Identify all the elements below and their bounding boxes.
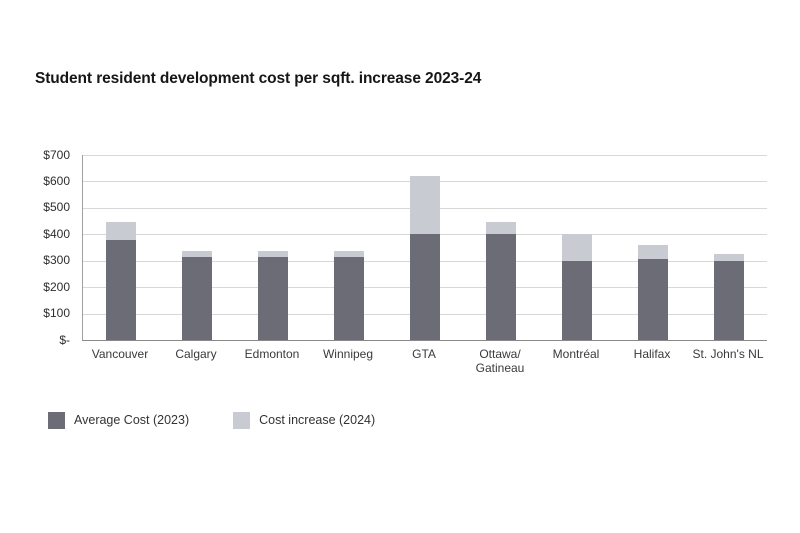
x-category-label: Halifax	[633, 347, 671, 361]
bar-segment-cost-increase-2024	[106, 222, 136, 240]
bar-segment-average-cost-2023	[486, 234, 516, 340]
bar-group-montr-al	[562, 234, 592, 340]
y-tick-label: $300	[43, 253, 70, 268]
bar-group-gta	[410, 176, 440, 340]
x-category-label: Montréal	[552, 347, 600, 361]
bar-segment-average-cost-2023	[714, 260, 744, 340]
y-tick-label: $100	[43, 306, 70, 321]
gridline	[83, 155, 767, 156]
x-category-label: Ottawa/ Gatineau	[475, 347, 525, 375]
bar-segment-cost-increase-2024	[714, 254, 744, 261]
legend: Average Cost (2023) Cost increase (2024)	[48, 412, 419, 429]
bar-segment-cost-increase-2024	[562, 234, 592, 261]
bar-segment-cost-increase-2024	[334, 251, 364, 257]
x-axis-labels: Vancouver Calgary Edmonton Winnipeg GTA Ottaw…	[82, 347, 766, 383]
legend-label: Cost increase (2024)	[259, 413, 376, 427]
x-category-label: Calgary	[175, 347, 217, 361]
bar-segment-average-cost-2023	[106, 239, 136, 340]
x-category-label: GTA	[412, 347, 436, 361]
y-tick-label: $200	[43, 279, 70, 294]
bar-segment-average-cost-2023	[334, 256, 364, 340]
y-tick-label: $500	[43, 200, 70, 215]
legend-item: Average Cost (2023)	[48, 412, 189, 429]
y-axis: $700 $600 $500 $400 $300 $200 $100 $-	[0, 148, 76, 347]
bar-group-vancouver	[106, 222, 136, 340]
bar-group-ottawa-gatineau	[486, 222, 516, 340]
bar-group-st-john-s-nl	[714, 254, 744, 340]
plot-area	[82, 155, 767, 341]
bar-group-winnipeg	[334, 251, 364, 340]
x-category-label: Winnipeg	[322, 347, 374, 361]
bar-segment-average-cost-2023	[182, 256, 212, 340]
x-category-label: Vancouver	[91, 347, 149, 361]
bar-segment-cost-increase-2024	[182, 251, 212, 257]
y-tick-label: $700	[43, 147, 70, 162]
bar-segment-cost-increase-2024	[638, 244, 668, 260]
bar-segment-cost-increase-2024	[486, 222, 516, 235]
bar-group-calgary	[182, 251, 212, 340]
bar-segment-cost-increase-2024	[410, 176, 440, 235]
bar-segment-cost-increase-2024	[258, 251, 288, 257]
y-tick-label: $-	[59, 332, 70, 347]
bar-segment-average-cost-2023	[410, 234, 440, 340]
bar-group-halifax	[638, 244, 668, 340]
bar-group-edmonton	[258, 251, 288, 340]
chart-title: Student resident development cost per sq…	[35, 70, 482, 87]
legend-swatch-icon	[48, 412, 65, 429]
bar-segment-average-cost-2023	[258, 256, 288, 340]
bar-segment-average-cost-2023	[638, 259, 668, 340]
legend-item: Cost increase (2024)	[233, 412, 375, 429]
legend-label: Average Cost (2023)	[74, 413, 190, 427]
legend-swatch-icon	[233, 412, 251, 429]
x-category-label: Edmonton	[244, 347, 300, 361]
y-tick-label: $600	[43, 173, 70, 188]
bar-segment-average-cost-2023	[562, 260, 592, 340]
x-category-label: St. John's NL	[692, 347, 764, 361]
y-tick-label: $400	[43, 226, 70, 241]
